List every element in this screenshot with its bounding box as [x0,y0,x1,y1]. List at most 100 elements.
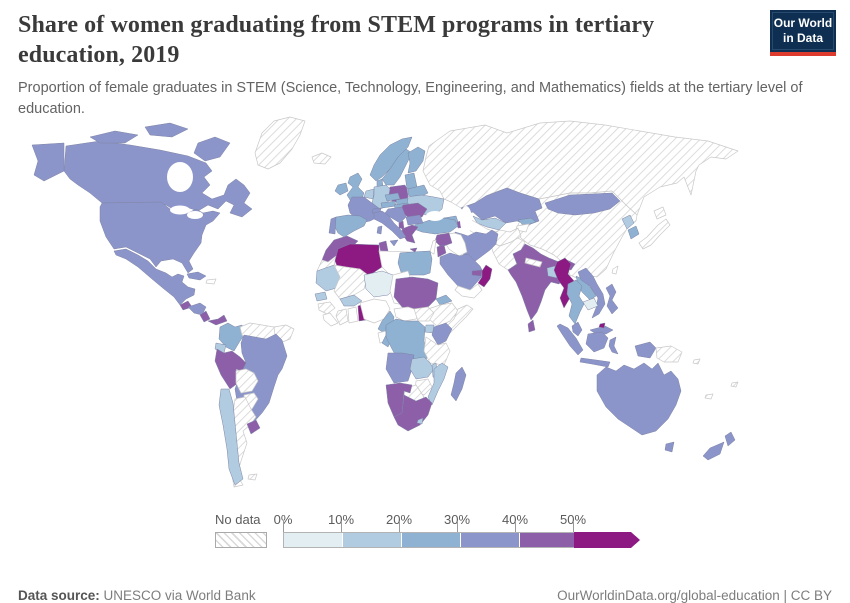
country-oman[interactable] [477,264,493,288]
country-philippines[interactable] [605,283,619,315]
country-lesotho[interactable] [416,417,424,425]
legend-no-data-swatch[interactable] [215,532,267,548]
country-madagascar[interactable] [450,366,467,402]
country-kyrgyzstan[interactable] [517,217,537,227]
country-sierra-leone-liberia[interactable] [322,312,339,327]
country-new-caledonia[interactable] [704,393,714,400]
country-eritrea[interactable] [435,294,453,306]
country-new-zealand[interactable] [724,431,736,447]
country-fiji[interactable] [730,381,739,388]
country-netherlands-belgium[interactable] [363,188,375,200]
country-costa-rica[interactable] [199,310,211,323]
country-south-africa[interactable] [393,394,433,432]
country-burkina-faso[interactable] [339,294,363,307]
country-somalia[interactable] [445,304,474,334]
country-malaysia[interactable] [571,321,583,337]
country-italy[interactable] [373,210,407,240]
country-senegal[interactable] [314,291,328,302]
country-hispaniola[interactable] [205,278,217,285]
attribution-link[interactable]: OurWorldinData.org/global-education | CC… [557,588,832,603]
country-baltic-states[interactable] [404,172,418,190]
country-mali[interactable] [333,264,369,300]
country-bolivia[interactable] [235,368,259,394]
country-north-korea[interactable] [621,214,635,230]
country-canada-baffin[interactable] [193,136,231,162]
country-brunei[interactable] [598,322,606,329]
country-south-sudan[interactable] [413,306,435,322]
country-greece-crete[interactable] [409,247,418,253]
country-zambia[interactable] [409,356,435,380]
country-honduras-nicaragua[interactable] [187,302,207,316]
country-cambodia[interactable] [582,297,599,311]
country-nepal[interactable] [524,257,543,268]
country-taiwan[interactable] [611,265,619,275]
legend-gradient-bar[interactable] [283,532,579,548]
country-kenya[interactable] [431,322,453,346]
country-new-zealand[interactable] [702,441,725,461]
country-cuba[interactable] [186,271,207,281]
country-uae[interactable] [471,269,483,277]
country-indonesia[interactable] [579,357,611,368]
country-ethiopia[interactable] [427,302,459,328]
country-canada-arctic-islands[interactable] [144,122,189,138]
country-egypt[interactable] [397,250,433,276]
country-indonesia[interactable] [585,331,609,353]
country-central-african-republic[interactable] [393,306,421,322]
country-finland[interactable] [407,146,426,174]
country-indonesia[interactable] [608,336,619,355]
country-angola[interactable] [385,352,415,384]
country-portugal[interactable] [328,216,337,235]
country-canada[interactable] [63,140,253,218]
country-italy-sicily[interactable] [389,239,399,247]
country-ireland[interactable] [334,182,349,196]
country-sri-lanka[interactable] [527,319,536,333]
country-thailand[interactable] [566,279,585,325]
country-norway[interactable] [369,136,413,182]
country-panama[interactable] [207,314,228,326]
country-papua-new-guinea[interactable] [655,345,683,363]
country-spain[interactable] [333,214,368,238]
country-russia[interactable] [422,120,739,216]
country-bulgaria[interactable] [405,214,424,226]
country-usa-alaska[interactable] [31,142,65,182]
owid-logo[interactable]: Our World in Data [770,10,836,56]
country-czechia[interactable] [384,192,401,202]
legend-swatch-30-40[interactable] [461,533,520,547]
country-south-korea[interactable] [627,225,640,240]
legend-swatch-20-30[interactable] [402,533,461,547]
country-jordan[interactable] [436,244,447,258]
country-lebanon-israel[interactable] [429,239,437,255]
country-iceland[interactable] [311,152,332,165]
country-japan[interactable] [653,206,667,220]
country-ghana[interactable] [347,306,359,324]
country-kazakhstan[interactable] [460,187,543,226]
country-tanzania[interactable] [423,336,451,366]
country-greece[interactable] [401,224,419,244]
country-mongolia[interactable] [544,192,621,216]
legend-swatch-10-20[interactable] [343,533,402,547]
country-australia[interactable] [596,362,682,436]
country-namibia[interactable] [385,382,413,418]
country-usa[interactable] [99,201,221,274]
country-italy-sardinia[interactable] [376,225,383,235]
country-tasmania[interactable] [664,441,675,453]
country-nigeria[interactable] [359,298,391,324]
legend-swatch-0-10[interactable] [284,533,343,547]
country-indonesia[interactable] [634,341,657,359]
country-mexico[interactable] [113,248,196,306]
country-guinea[interactable] [317,301,336,315]
country-ivory-coast[interactable] [335,308,349,326]
country-yemen[interactable] [454,283,483,299]
legend-swatch-50-plus-arrow[interactable] [574,532,640,548]
country-greenland[interactable] [254,116,306,170]
country-falkland-islands[interactable] [247,473,258,481]
country-vietnam[interactable] [577,267,606,319]
country-indonesia[interactable] [556,323,584,356]
country-mozambique[interactable] [427,362,449,406]
country-solomon-islands[interactable] [692,358,701,365]
country-uruguay[interactable] [246,419,261,435]
legend-swatch-40-50[interactable] [520,533,578,547]
country-japan[interactable] [638,218,671,250]
country-sudan[interactable] [393,276,439,310]
country-chile[interactable] [218,388,244,486]
